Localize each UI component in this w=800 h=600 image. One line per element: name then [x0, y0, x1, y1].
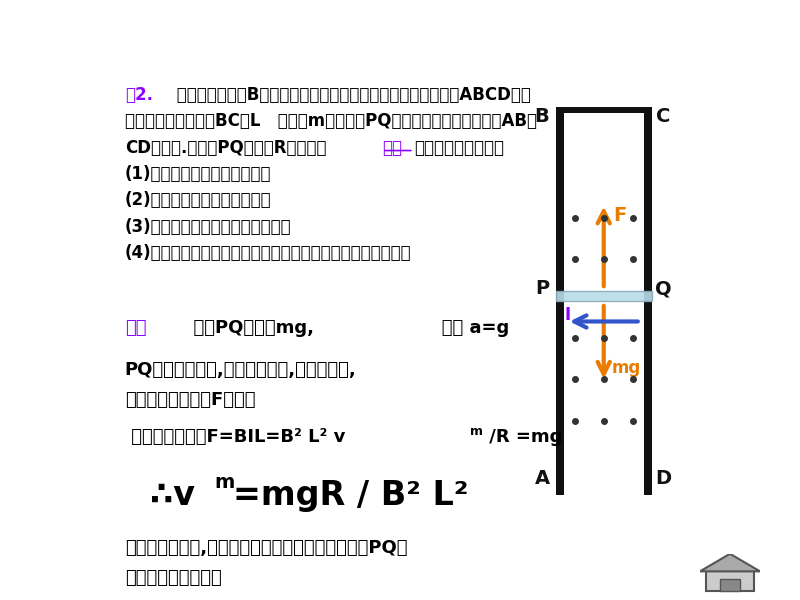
Text: 解：: 解：: [125, 319, 146, 337]
Bar: [556, 107, 652, 113]
Text: 由能量守恒定律,重力做功减小的重力势能转化为使PQ加: 由能量守恒定律,重力做功减小的重力势能转化为使PQ加: [125, 539, 407, 557]
Text: P: P: [535, 279, 549, 298]
Text: m: m: [214, 473, 235, 491]
Text: /R =mg: /R =mg: [482, 428, 562, 446]
Text: (1)开始下滑的加速度为多少？: (1)开始下滑的加速度为多少？: [125, 165, 271, 183]
Text: 受到向上的磁场力F作用。: 受到向上的磁场力F作用。: [125, 391, 255, 409]
Bar: [644, 107, 652, 495]
Text: m: m: [470, 425, 483, 437]
Text: C: C: [656, 107, 670, 125]
Text: 开始PQ受力为mg,: 开始PQ受力为mg,: [181, 319, 314, 337]
Bar: [556, 291, 652, 301]
Text: I: I: [565, 305, 571, 323]
Bar: [706, 571, 754, 591]
Text: 速增大的动能和热能: 速增大的动能和热能: [125, 569, 222, 587]
Text: Q: Q: [654, 279, 671, 298]
Text: PQ向下加速运动,产生感应电流,方向顺时针,: PQ向下加速运动,产生感应电流,方向顺时针,: [125, 361, 357, 379]
Text: mg: mg: [611, 359, 641, 377]
Text: D: D: [655, 469, 671, 488]
Text: F: F: [613, 206, 626, 225]
Polygon shape: [700, 554, 760, 571]
Text: 所以 a=g: 所以 a=g: [373, 319, 509, 337]
Text: 达最大速度时，F=BIL=B² L² v: 达最大速度时，F=BIL=B² L² v: [125, 428, 345, 446]
Text: A: A: [534, 469, 550, 488]
Text: B: B: [534, 107, 550, 125]
Text: =mgR / B² L²: =mgR / B² L²: [234, 479, 469, 512]
Text: 开始沿框架下滑时：: 开始沿框架下滑时：: [414, 139, 504, 157]
Text: CD上如图.金属杆PQ电阻为R，当杆自: CD上如图.金属杆PQ电阻为R，当杆自: [125, 139, 326, 157]
Text: (3)金属杆下滑的最大速度是多少？: (3)金属杆下滑的最大速度是多少？: [125, 218, 291, 236]
Text: (2)框内感应电流的方向怎样？: (2)框内感应电流的方向怎样？: [125, 191, 271, 209]
Bar: [720, 579, 740, 591]
Text: 面垂直于磁场，宽度BC＝L   ，质量m的金属杆PQ用光滑金属套连接在框架AB和: 面垂直于磁场，宽度BC＝L ，质量m的金属杆PQ用光滑金属套连接在框架AB和: [125, 112, 537, 130]
Text: 静止: 静止: [382, 139, 402, 157]
Text: 在磁感应强度为B的水平均强磁场中，竖直放置一个门形金属框ABCD，框: 在磁感应强度为B的水平均强磁场中，竖直放置一个门形金属框ABCD，框: [171, 86, 531, 104]
Bar: [556, 107, 564, 495]
Text: (4)从开始下滑到达到最大速度过程中重力势能转化为什么能量: (4)从开始下滑到达到最大速度过程中重力势能转化为什么能量: [125, 244, 411, 262]
Text: ∴v: ∴v: [150, 479, 194, 512]
Text: 例2.: 例2.: [125, 86, 153, 104]
